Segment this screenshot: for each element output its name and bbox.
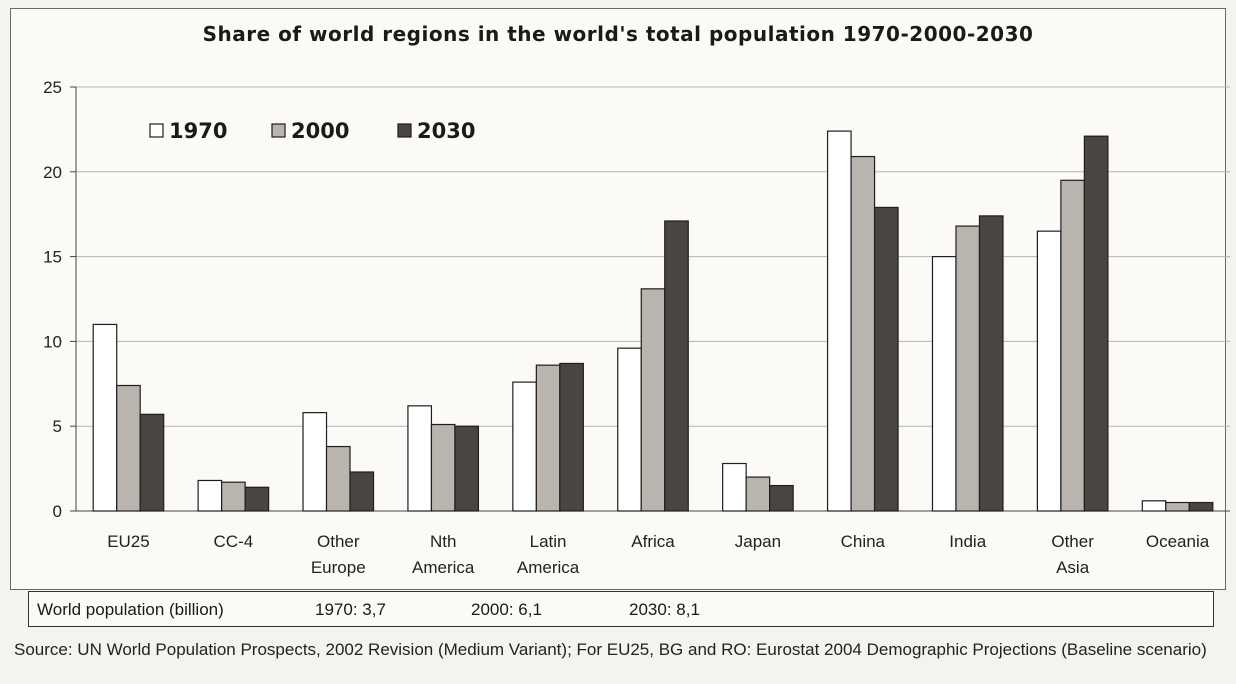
bar-2000-nth-america: [430, 423, 456, 512]
x-tick-label: Japan: [735, 532, 781, 551]
bar-2030-latin-america: [559, 362, 584, 512]
x-tick-labels: EU25 CC-4 Other Europe Nth America Latin Americ…: [107, 532, 1210, 577]
legend-label-1970: 1970: [169, 119, 227, 143]
x-tick-label: Nth America: [412, 532, 475, 577]
x-tick-label: India: [949, 532, 986, 551]
world-population-label: World population (billion): [37, 600, 224, 619]
x-tick-label: Africa: [631, 532, 675, 551]
y-tick-label: 20: [43, 163, 62, 182]
world-population-1970: 1970: 3,7: [315, 600, 386, 619]
chart-title: Share of world regions in the world's to…: [202, 22, 1034, 46]
bar-1970-eu25: [92, 323, 118, 512]
bar-2000-latin-america: [535, 364, 561, 512]
y-tick-label: 15: [43, 248, 62, 267]
bar-1970-africa: [617, 347, 642, 512]
x-tick-label: Other Asia: [1051, 532, 1094, 577]
bar-1970-china: [826, 130, 852, 512]
x-tick-label: Other Europe: [311, 532, 366, 577]
bar-2030-africa: [664, 220, 689, 512]
legend-label-2030: 2030: [417, 119, 475, 143]
bar-2000-oceania: [1165, 501, 1190, 512]
bar-2000-other-europe: [325, 445, 351, 512]
bar-1970-latin-america: [512, 381, 537, 512]
source-note: Source: UN World Population Prospects, 2…: [14, 640, 1207, 659]
bar-1970-oceania: [1141, 500, 1167, 512]
bar-2000-africa: [640, 288, 666, 512]
bars: [92, 130, 1214, 512]
x-tick-label: CC-4: [214, 532, 254, 551]
bar-2000-india: [955, 225, 981, 512]
bar-2000-china: [850, 155, 876, 512]
bar-2030-india: [978, 215, 1004, 512]
bar-2000-japan: [745, 476, 771, 512]
bar-1970-japan: [722, 462, 747, 512]
bar-2030-eu25: [139, 413, 165, 512]
bar-1970-other-europe: [302, 412, 328, 512]
bar-1970-nth-america: [407, 405, 433, 512]
bar-2030-other-europe: [349, 471, 375, 512]
world-population-2000: 2000: 6,1: [471, 600, 542, 619]
x-tick-label: EU25: [107, 532, 150, 551]
x-tick-label: Oceania: [1146, 532, 1210, 551]
bar-2000-cc-4: [221, 481, 246, 512]
x-tick-label: China: [841, 532, 886, 551]
world-population-box: World population (billion) 1970: 3,7 200…: [28, 591, 1214, 627]
bar-2030-cc-4: [244, 486, 270, 512]
bar-2030-oceania: [1188, 501, 1214, 512]
legend-label-2000: 2000: [291, 119, 349, 143]
bar-2030-other-asia: [1083, 135, 1109, 512]
bar-2030-nth-america: [454, 425, 480, 512]
bar-2030-japan: [769, 484, 794, 512]
y-tick-label: 5: [53, 417, 62, 436]
bar-1970-other-asia: [1036, 230, 1062, 512]
y-tick-label: 10: [43, 332, 62, 351]
y-tick-label: 25: [43, 78, 62, 97]
bar-2000-other-asia: [1060, 179, 1085, 512]
legend-swatch-1970: [149, 123, 164, 138]
bar-chart: 0 5 10 15 20 25 EU25 CC-4 Other Europe Nth America…: [43, 78, 1230, 577]
legend: 1970 2000 2030: [149, 119, 475, 143]
world-population-2030: 2030: 8,1: [629, 600, 700, 619]
y-tick-labels: 0 5 10 15 20 25: [43, 78, 62, 521]
y-tick-label: 0: [53, 502, 62, 521]
bar-1970-india: [931, 256, 957, 512]
x-tick-label: Latin America: [517, 532, 580, 577]
bar-1970-cc-4: [197, 479, 223, 512]
legend-swatch-2030: [397, 123, 412, 138]
legend-swatch-2000: [271, 123, 286, 138]
bar-2030-china: [873, 206, 899, 512]
bar-2000-eu25: [116, 384, 141, 512]
